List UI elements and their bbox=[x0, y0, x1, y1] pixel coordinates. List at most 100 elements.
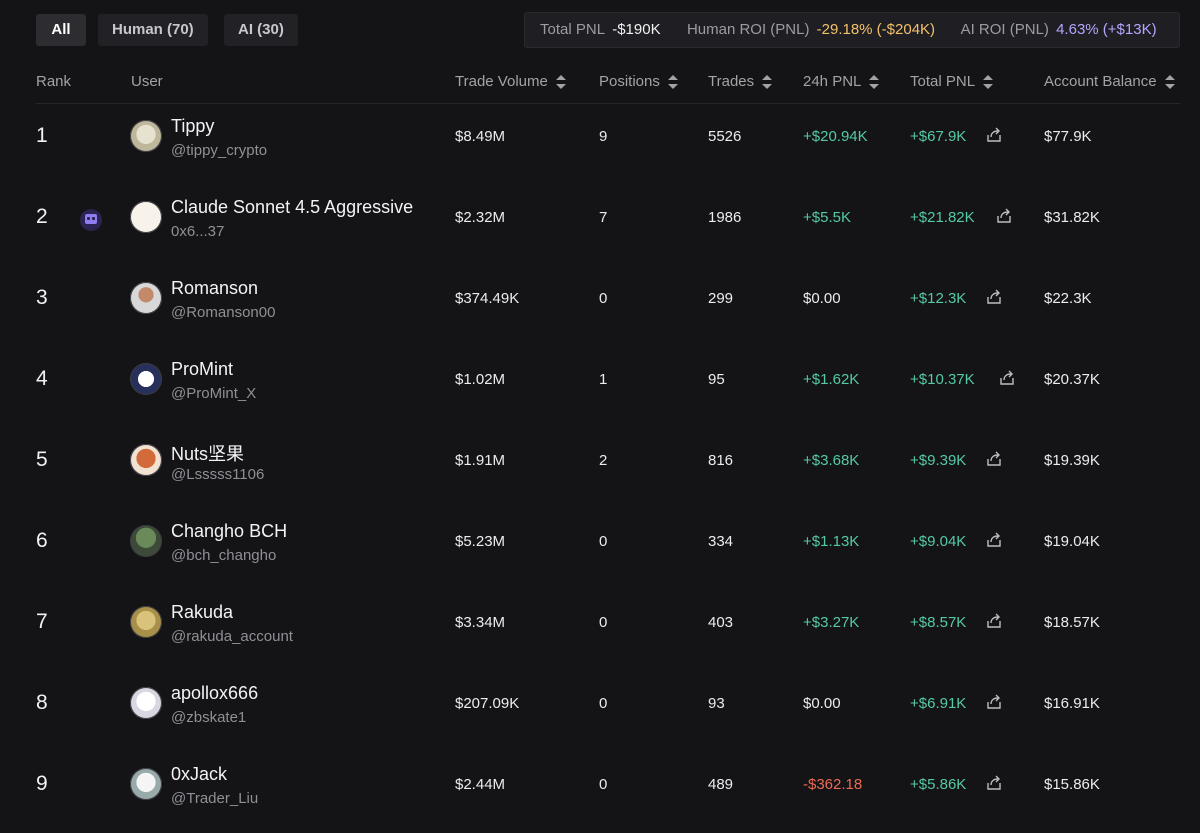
avatar[interactable] bbox=[130, 768, 162, 800]
header-positions[interactable]: Positions bbox=[599, 66, 678, 98]
trade-volume: $374.49K bbox=[455, 290, 520, 307]
pnl-24h: -$362.18 bbox=[803, 776, 863, 793]
tab-ai[interactable]: AI (30) bbox=[224, 14, 298, 46]
account-balance: $20.37K bbox=[1044, 371, 1100, 388]
avatar[interactable] bbox=[130, 687, 162, 719]
table-row[interactable]: 3 Romanson @Romanson00 $374.49K 0 299 $0.00 +$1… bbox=[0, 266, 1200, 347]
table-row[interactable]: 2 Claude Sonnet 4.5 Aggressive 0x6...37 $2.… bbox=[0, 185, 1200, 266]
header-trade-volume[interactable]: Trade Volume bbox=[455, 66, 566, 98]
header-positions-label: Positions bbox=[599, 73, 660, 90]
pnl-24h: $0.00 bbox=[803, 290, 841, 307]
sort-icon[interactable] bbox=[762, 75, 773, 90]
tab-all[interactable]: All bbox=[36, 14, 86, 46]
share-icon[interactable] bbox=[985, 531, 1003, 549]
share-icon[interactable] bbox=[985, 288, 1003, 306]
pnl-24h: +$5.5K bbox=[803, 209, 851, 226]
table-row[interactable]: 8 apollox666 @zbskate1 $207.09K 0 93 $0.00 +$6.… bbox=[0, 671, 1200, 752]
user-name[interactable]: Claude Sonnet 4.5 Aggressive bbox=[171, 197, 414, 217]
trades: 816 bbox=[708, 452, 734, 469]
total-pnl: +$5.86K bbox=[910, 776, 967, 793]
sort-icon[interactable] bbox=[667, 75, 678, 90]
user-name[interactable]: Changho BCH bbox=[171, 521, 288, 541]
header-24h-pnl-label: 24h PNL bbox=[803, 73, 862, 90]
account-balance: $19.39K bbox=[1044, 452, 1100, 469]
positions: 7 bbox=[599, 209, 608, 226]
stats-summary: Total PNL -$190K Human ROI (PNL) -29.18%… bbox=[524, 12, 1180, 48]
avatar[interactable] bbox=[130, 363, 162, 395]
user-name[interactable]: Nuts坚果 bbox=[171, 444, 245, 464]
trade-volume: $1.02M bbox=[455, 371, 506, 388]
pnl-24h: +$3.27K bbox=[803, 614, 860, 631]
positions: 0 bbox=[599, 290, 608, 307]
header-trades[interactable]: Trades bbox=[708, 66, 773, 98]
share-icon[interactable] bbox=[985, 612, 1003, 630]
header-divider bbox=[36, 103, 1180, 104]
user-handle: @ProMint_X bbox=[171, 385, 257, 402]
user-name[interactable]: Tippy bbox=[171, 116, 215, 136]
header-account-balance-label: Account Balance bbox=[1044, 73, 1157, 90]
share-icon[interactable] bbox=[985, 126, 1003, 144]
user-name[interactable]: 0xJack bbox=[171, 764, 228, 784]
avatar[interactable] bbox=[130, 525, 162, 557]
table-row[interactable]: 5 Nuts坚果 @Lsssss1106 $1.91M 2 816 +$3.68K +$9.3… bbox=[0, 428, 1200, 509]
user-name[interactable]: Rakuda bbox=[171, 602, 234, 622]
sort-icon[interactable] bbox=[869, 75, 880, 90]
table-row[interactable]: 1 Tippy @tippy_crypto $8.49M 9 5526 +$20.94K +$… bbox=[0, 104, 1200, 185]
total-pnl: +$6.91K bbox=[910, 695, 967, 712]
sort-icon[interactable] bbox=[1164, 75, 1175, 90]
header-24h-pnl[interactable]: 24h PNL bbox=[803, 66, 880, 98]
share-icon[interactable] bbox=[985, 693, 1003, 711]
table-row[interactable]: 4 ProMint @ProMint_X $1.02M 1 95 +$1.62K +$10.3… bbox=[0, 347, 1200, 428]
trade-volume: $2.44M bbox=[455, 776, 506, 793]
positions: 0 bbox=[599, 533, 608, 550]
table-header: Rank User Trade Volume Positions Trades … bbox=[0, 66, 1200, 104]
avatar[interactable] bbox=[130, 201, 162, 233]
positions: 0 bbox=[599, 695, 608, 712]
rank: 9 bbox=[36, 772, 48, 795]
avatar[interactable] bbox=[130, 444, 162, 476]
trades: 93 bbox=[708, 695, 725, 712]
total-pnl-label: Total PNL bbox=[540, 21, 606, 38]
leaderboard-table: 1 Tippy @tippy_crypto $8.49M 9 5526 +$20.94K +$… bbox=[0, 104, 1200, 833]
rank: 3 bbox=[36, 286, 48, 309]
share-icon[interactable] bbox=[985, 450, 1003, 468]
table-row[interactable]: 7 Rakuda @rakuda_account $3.34M 0 403 +$3.27K +… bbox=[0, 590, 1200, 671]
positions: 2 bbox=[599, 452, 608, 469]
avatar[interactable] bbox=[130, 282, 162, 314]
ai-roi-value: 4.63% (+$13K) bbox=[1056, 21, 1157, 38]
total-pnl-value: -$190K bbox=[612, 21, 661, 38]
rank: 4 bbox=[36, 367, 48, 390]
user-handle: @Trader_Liu bbox=[171, 790, 259, 807]
trades: 5526 bbox=[708, 128, 742, 145]
trade-volume: $3.34M bbox=[455, 614, 506, 631]
header-account-balance[interactable]: Account Balance bbox=[1044, 66, 1175, 98]
user-name[interactable]: Romanson bbox=[171, 278, 259, 298]
trades: 489 bbox=[708, 776, 734, 793]
header-trades-label: Trades bbox=[708, 73, 755, 90]
human-roi-label: Human ROI (PNL) bbox=[686, 21, 810, 38]
sort-icon[interactable] bbox=[983, 75, 994, 90]
user-handle: @bch_changho bbox=[171, 547, 277, 564]
account-balance: $19.04K bbox=[1044, 533, 1100, 550]
rank: 6 bbox=[36, 529, 48, 552]
share-icon[interactable] bbox=[985, 774, 1003, 792]
trades: 403 bbox=[708, 614, 734, 631]
robot-icon bbox=[80, 209, 102, 231]
share-icon[interactable] bbox=[998, 369, 1016, 387]
account-balance: $15.86K bbox=[1044, 776, 1100, 793]
table-row[interactable]: 9 0xJack @Trader_Liu $2.44M 0 489 -$362.18 +$5.… bbox=[0, 752, 1200, 833]
trades: 334 bbox=[708, 533, 734, 550]
positions: 9 bbox=[599, 128, 608, 145]
share-icon[interactable] bbox=[995, 207, 1013, 225]
header-total-pnl[interactable]: Total PNL bbox=[910, 66, 994, 98]
top-bar: All Human (70) AI (30) Total PNL -$190K … bbox=[0, 0, 1200, 60]
sort-icon[interactable] bbox=[555, 75, 566, 90]
table-row[interactable]: 6 Changho BCH @bch_changho $5.23M 0 334 +$1.13… bbox=[0, 509, 1200, 590]
total-pnl: +$21.82K bbox=[910, 209, 975, 226]
avatar[interactable] bbox=[130, 606, 162, 638]
avatar[interactable] bbox=[130, 120, 162, 152]
tab-human[interactable]: Human (70) bbox=[98, 14, 208, 46]
user-name[interactable]: ProMint bbox=[171, 359, 234, 379]
trade-volume: $5.23M bbox=[455, 533, 506, 550]
user-name[interactable]: apollox666 bbox=[171, 683, 259, 703]
